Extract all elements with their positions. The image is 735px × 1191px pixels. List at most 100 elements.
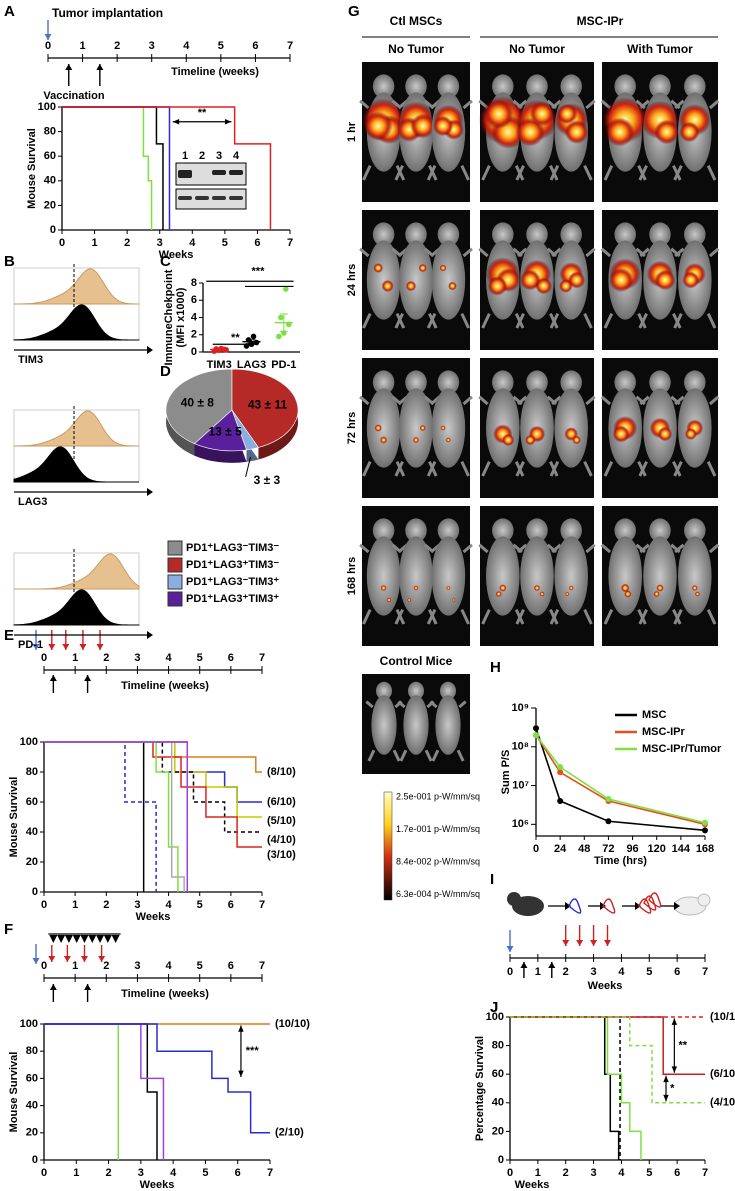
x-tick-label: 5 bbox=[222, 237, 228, 249]
arrow-head bbox=[576, 940, 584, 946]
treatment-arrow bbox=[63, 945, 71, 962]
x-tick-label: 168 bbox=[696, 843, 714, 855]
signal-spot bbox=[412, 436, 420, 444]
signal-spot bbox=[418, 263, 427, 273]
panel-label: F bbox=[4, 921, 13, 938]
y-tick-label: 100 bbox=[486, 1011, 504, 1023]
timeline-tick-label: 6 bbox=[252, 40, 258, 52]
mouse bbox=[684, 74, 706, 99]
histogram-marker: PD-1 bbox=[18, 639, 43, 651]
mouse bbox=[431, 536, 466, 616]
arrow-head bbox=[147, 346, 153, 354]
y-tick-label: 0 bbox=[50, 224, 56, 236]
mouse bbox=[649, 370, 671, 395]
color-scale-label: 6.3e-004 p-W/mm/sq bbox=[396, 889, 480, 899]
mouse bbox=[372, 222, 395, 247]
imaging-panel bbox=[600, 506, 720, 646]
mouse-leg bbox=[359, 99, 409, 181]
mouse bbox=[439, 681, 457, 700]
signal-spot bbox=[529, 101, 555, 127]
mouse-leg bbox=[423, 543, 473, 625]
imaging-panel bbox=[359, 506, 473, 646]
panel-label: D bbox=[160, 363, 171, 380]
mouse bbox=[437, 370, 460, 395]
x-axis-label: Weeks bbox=[140, 1179, 175, 1191]
signal-spot bbox=[502, 434, 515, 446]
x-axis-label: Time (hrs) bbox=[594, 855, 647, 867]
timeline-tick-label: 6 bbox=[228, 960, 234, 972]
signal-spot bbox=[653, 590, 660, 598]
histogram bbox=[13, 589, 140, 626]
survival-curve bbox=[44, 1023, 120, 1160]
arrow-head bbox=[590, 940, 598, 946]
pie-side bbox=[194, 422, 247, 463]
tumor-cell bbox=[643, 895, 657, 911]
signal-spot bbox=[539, 591, 545, 597]
data-point bbox=[250, 333, 257, 340]
y-tick-label: 80 bbox=[44, 126, 56, 138]
mouse bbox=[614, 518, 636, 543]
mouse-leg bbox=[600, 543, 650, 625]
x-tick-label: 0 bbox=[507, 1167, 513, 1179]
data-point bbox=[605, 818, 612, 825]
y-tick-label: 40 bbox=[26, 1100, 38, 1112]
arrow-head bbox=[48, 956, 56, 962]
curve-end-label: (3/10) bbox=[267, 849, 296, 861]
y-tick-label: 80 bbox=[26, 1045, 38, 1057]
histogram bbox=[14, 553, 140, 590]
mouse-leg bbox=[635, 247, 685, 329]
x-tick-label: 0 bbox=[59, 237, 65, 249]
treatment-arrow bbox=[576, 925, 584, 946]
signal-spot bbox=[533, 584, 541, 592]
data-point bbox=[533, 732, 539, 739]
mouse-leg bbox=[512, 247, 562, 329]
mouse-leg bbox=[512, 543, 562, 625]
y-axis-label: Mouse Survival bbox=[26, 128, 38, 209]
y-tick-label: 10⁹ bbox=[512, 702, 529, 714]
mouse-leg bbox=[365, 700, 403, 762]
x-tick-label: 120 bbox=[648, 843, 666, 855]
y-tick-label: 10⁷ bbox=[512, 779, 529, 791]
arrow-head bbox=[674, 902, 680, 910]
arrow-head bbox=[32, 958, 40, 964]
legend-label: PD1⁺LAG3⁺TIM3⁻ bbox=[186, 559, 279, 571]
x-tick-label: 5 bbox=[646, 1167, 652, 1179]
signal-spot bbox=[374, 424, 382, 432]
y-tick-label: 100 bbox=[20, 736, 38, 748]
x-tick-label: 3 bbox=[138, 1167, 144, 1179]
mouse-leg bbox=[546, 395, 596, 477]
signal-spot bbox=[535, 277, 552, 295]
legend-label: MSC-IPr/Tumor bbox=[642, 743, 722, 755]
signal-spot bbox=[446, 585, 451, 591]
data-point bbox=[557, 769, 564, 776]
x-tick-label: LAG3 bbox=[237, 359, 266, 371]
x-tick-label: 2 bbox=[563, 1167, 569, 1179]
arrow-head bbox=[238, 1025, 244, 1032]
arrow-head bbox=[84, 984, 92, 990]
arrow-head bbox=[65, 64, 73, 70]
data-point bbox=[702, 819, 708, 826]
signal-spot bbox=[452, 598, 456, 602]
timepoint-label: 24 hrs bbox=[346, 264, 358, 296]
mouse-leg bbox=[397, 700, 435, 762]
histogram bbox=[13, 410, 140, 447]
blot-band bbox=[229, 170, 243, 175]
dose-triangle bbox=[64, 935, 73, 943]
arrow-head bbox=[32, 644, 40, 650]
mouse-leg bbox=[423, 99, 473, 181]
mouse-leg bbox=[635, 395, 685, 477]
data-point bbox=[702, 827, 708, 834]
survival-curve bbox=[510, 1016, 620, 1160]
error-bar bbox=[215, 348, 224, 351]
signal-spot bbox=[621, 583, 630, 593]
mouse-icon bbox=[697, 893, 711, 907]
x-tick-label: 6 bbox=[235, 1167, 241, 1179]
timeline-tick-label: 5 bbox=[197, 652, 203, 664]
vaccination-arrow bbox=[84, 984, 92, 1002]
histogram-marker: TIM3 bbox=[18, 354, 43, 366]
arrow-head bbox=[63, 956, 71, 962]
timeline-tick-label: 6 bbox=[674, 966, 680, 978]
legend-swatch bbox=[167, 540, 183, 556]
x-tick-label: 4 bbox=[618, 1167, 625, 1179]
color-scale-label: 8.4e-002 p-W/mm/sq bbox=[396, 856, 480, 866]
